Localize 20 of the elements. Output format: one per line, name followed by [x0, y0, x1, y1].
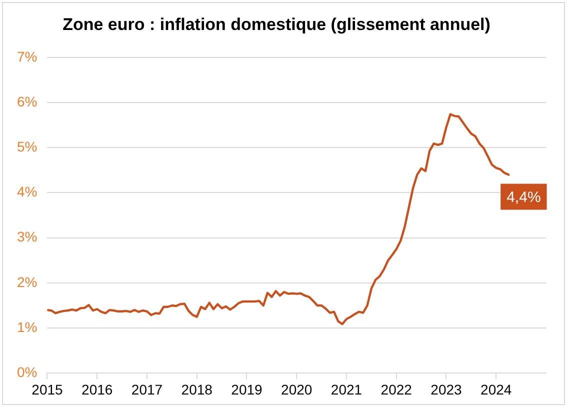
y-tick-label: 2% [17, 274, 38, 290]
x-tick-label: 2017 [131, 381, 163, 398]
annotation: 4,4% [506, 188, 541, 206]
y-tick-label: 6% [17, 93, 38, 110]
x-tick-label: 2016 [82, 381, 113, 398]
y-tick-label: 3% [17, 228, 38, 245]
x-tick-label: 2024 [480, 381, 512, 398]
x-tick-label: 2015 [32, 381, 64, 398]
y-tick-label: 4% [17, 184, 38, 200]
y-tick-label: 5% [17, 138, 38, 154]
chart-title: Zone euro : inflation domestique (glissement annuel) [62, 14, 490, 34]
x-tick-label: 2022 [380, 381, 412, 398]
x-tick-label: 2023 [430, 381, 462, 398]
x-tick-label: 2021 [330, 381, 362, 398]
y-tick-label: 0% [17, 364, 38, 380]
y-tick-label: 1% [17, 318, 38, 335]
x-tick-label: 2019 [231, 381, 263, 398]
x-tick-label: 2020 [281, 381, 312, 398]
x-tick-label: 2018 [181, 381, 213, 398]
y-tick-label: 7% [17, 48, 38, 64]
